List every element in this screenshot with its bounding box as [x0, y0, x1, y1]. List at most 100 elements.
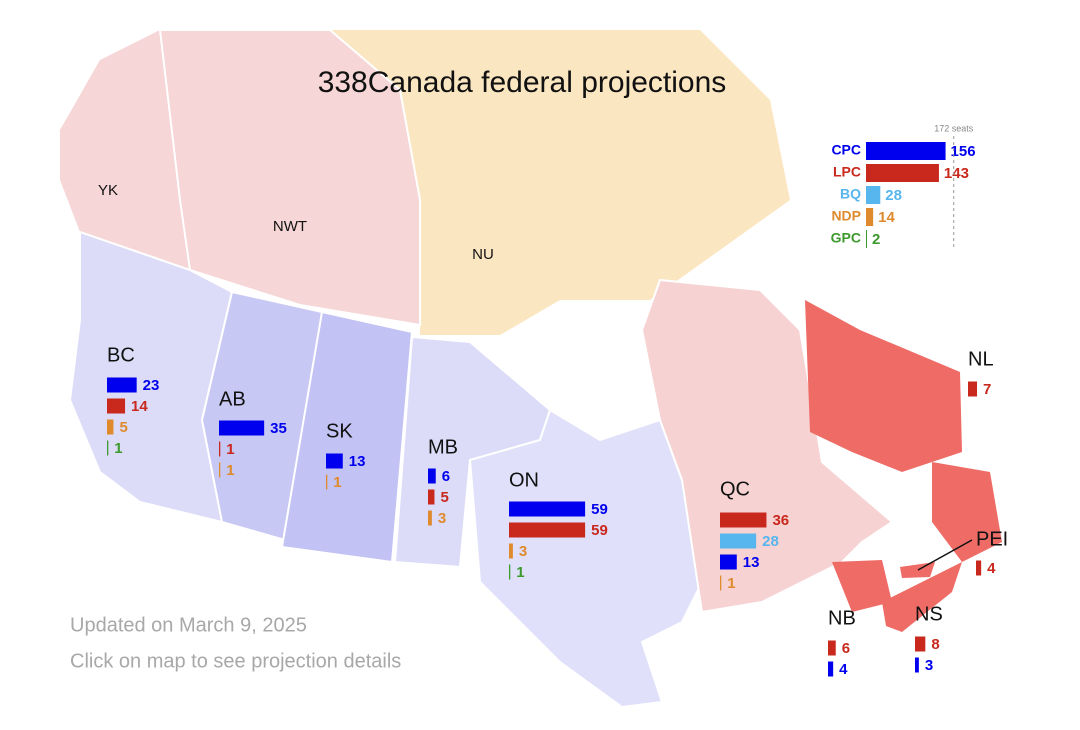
seat-count: 3: [519, 543, 527, 560]
region-name: NL: [968, 348, 994, 370]
national-bar: [866, 142, 946, 160]
seat-count: 59: [591, 501, 608, 518]
note: Click on map to see projection details: [70, 650, 401, 672]
seat-count: 1: [226, 441, 234, 458]
seat-bar: [720, 512, 767, 528]
seat-count: 5: [440, 489, 448, 506]
territory-name: YK: [98, 182, 118, 199]
seat-bar: [720, 533, 757, 549]
region-name: AB: [219, 388, 246, 410]
seat-count: 59: [591, 522, 608, 539]
seat-bar: [326, 474, 328, 490]
seat-count: 3: [925, 657, 933, 674]
region-name: BC: [107, 344, 135, 366]
nunavut[interactable]: [290, 30, 790, 335]
region-name: MB: [428, 436, 458, 458]
pei-pointer: [917, 539, 973, 571]
party-name: NDP: [831, 208, 861, 224]
seat-bar: [219, 420, 265, 436]
northwest-territories[interactable]: [158, 29, 421, 327]
seat-bar: [968, 381, 978, 397]
seat-bar: [326, 453, 343, 469]
region-name: QC: [720, 478, 750, 500]
seat-count: 28: [762, 533, 779, 550]
seat-count: 4: [987, 560, 996, 577]
seat-count: 28: [885, 187, 902, 204]
seat-count: 8: [931, 636, 939, 653]
seat-bar: [107, 398, 126, 414]
seat-count: 1: [114, 440, 122, 457]
seat-bar: [219, 462, 221, 478]
seat-bar: [509, 501, 586, 517]
pei[interactable]: [900, 562, 935, 578]
ontario[interactable]: [468, 408, 704, 709]
seat-bar: [107, 440, 109, 456]
territory-name: NWT: [273, 218, 307, 235]
title: 338Canada federal projections: [318, 66, 727, 99]
seat-bar: [428, 468, 436, 484]
seat-count: 1: [333, 474, 341, 491]
party-name: LPC: [833, 164, 861, 180]
region-name: NB: [828, 607, 856, 629]
labrador[interactable]: [805, 300, 962, 472]
provinces: [60, 29, 1002, 709]
party-name: CPC: [831, 142, 861, 158]
seat-count: 13: [349, 453, 366, 470]
seat-bar: [219, 441, 221, 457]
seat-bar: [915, 636, 926, 652]
seat-bar: [107, 377, 137, 393]
majority-label: 172 seats: [934, 123, 974, 133]
nova-scotia[interactable]: [882, 562, 962, 632]
seat-count: 143: [944, 165, 969, 182]
region-name: SK: [326, 420, 353, 442]
seat-count: 14: [131, 398, 148, 415]
alberta[interactable]: [200, 290, 324, 544]
note: Updated on March 9, 2025: [70, 614, 307, 636]
seat-bar: [915, 657, 919, 673]
seat-count: 23: [143, 377, 160, 394]
new-brunswick[interactable]: [832, 560, 892, 612]
seat-bar: [976, 560, 982, 576]
seat-count: 1: [516, 564, 524, 581]
region-name: ON: [509, 469, 539, 491]
seat-count: 36: [772, 512, 789, 529]
british-columbia[interactable]: [68, 230, 234, 524]
seat-count: 5: [119, 419, 127, 436]
seat-count: 6: [842, 640, 850, 657]
seat-count: 1: [226, 462, 234, 479]
territory-name: NU: [472, 246, 494, 263]
seat-bar: [509, 543, 513, 559]
saskatchewan[interactable]: [280, 310, 414, 564]
national-bar: [866, 230, 868, 248]
seat-bar: [720, 554, 737, 570]
seat-bar: [828, 640, 836, 656]
seat-bar: [828, 661, 834, 677]
national-bar: [866, 186, 881, 204]
seat-count: 6: [442, 468, 450, 485]
seat-count: 35: [270, 420, 287, 437]
seat-count: 2: [872, 231, 880, 248]
seat-bar: [509, 564, 511, 580]
seat-bar: [720, 575, 722, 591]
region-name: PEI: [976, 528, 1008, 550]
seat-bar: [509, 522, 586, 538]
seat-bar: [107, 419, 114, 435]
newfoundland[interactable]: [932, 462, 1002, 562]
seat-bar: [428, 489, 435, 505]
party-name: BQ: [840, 186, 861, 202]
seat-count: 3: [438, 510, 446, 527]
seat-count: 14: [878, 209, 895, 226]
region-name: NS: [915, 603, 943, 625]
seat-count: 1: [727, 575, 735, 592]
seat-count: 156: [951, 143, 976, 160]
yukon[interactable]: [60, 30, 190, 270]
party-name: GPC: [831, 230, 861, 246]
national-bar: [866, 164, 939, 182]
seat-count: 4: [839, 661, 848, 678]
seat-bar: [428, 510, 432, 526]
national-bar: [866, 208, 874, 226]
seat-count: 7: [983, 381, 991, 398]
seat-count: 13: [743, 554, 760, 571]
